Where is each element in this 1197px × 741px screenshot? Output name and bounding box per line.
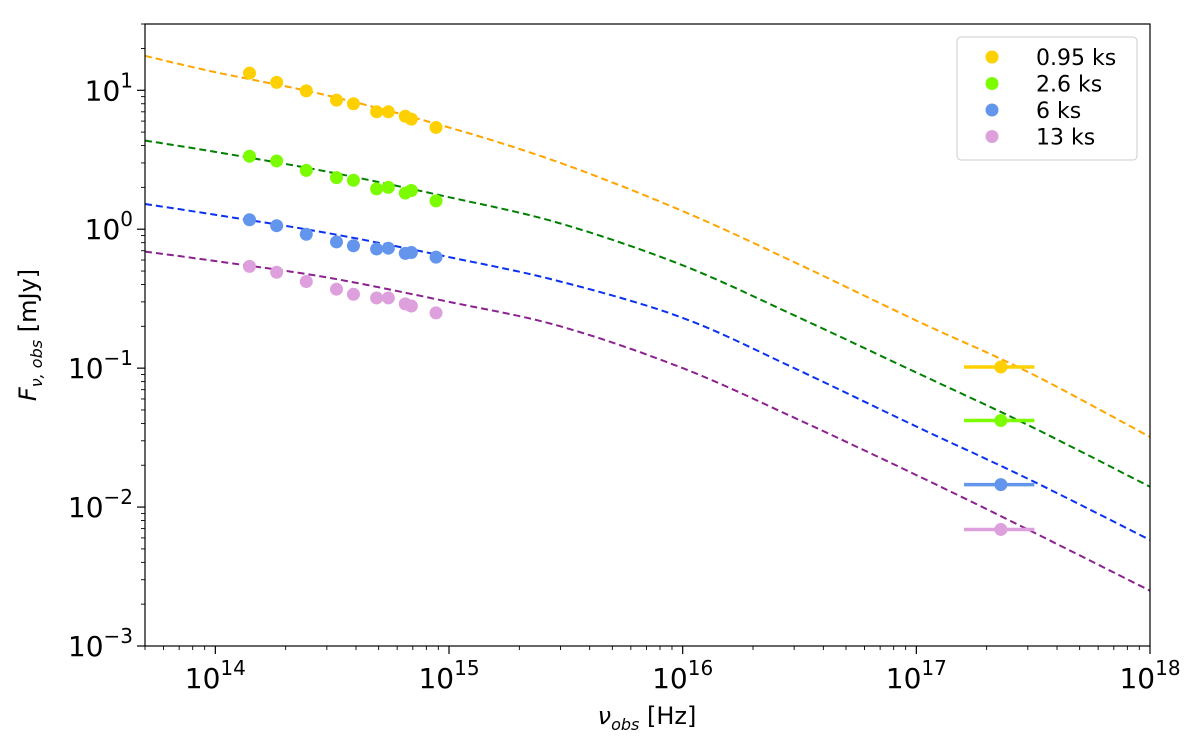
legend-label: 2.6 ks [1036, 73, 1102, 98]
optical-data-point [381, 241, 395, 255]
optical-data-point [404, 245, 418, 259]
optical-data-point [429, 250, 443, 264]
x-axis-label: νobs [Hz] [598, 702, 697, 734]
model-curves [144, 54, 1151, 592]
optical-data-point [329, 282, 343, 296]
optical-data-point [381, 291, 395, 305]
x-tick-label: 1018 [1119, 656, 1180, 695]
optical-data-point [270, 219, 284, 233]
legend-marker [985, 130, 999, 143]
xray-data-point [994, 360, 1008, 374]
x-axis-ticks: 1014 1015 1016 1017 1018 [144, 646, 1181, 695]
optical-data-point [299, 84, 313, 98]
y-tick-label: 101 [85, 68, 133, 107]
optical-data-point [370, 182, 384, 196]
optical-data-point [242, 213, 256, 227]
data-points [242, 66, 1035, 536]
optical-data-point [270, 265, 284, 279]
y-tick-label: 100 [85, 207, 133, 246]
model-curve-line [144, 139, 1151, 488]
model-curve-line [144, 203, 1151, 541]
optical-data-point [299, 227, 313, 241]
optical-data-point [429, 306, 443, 320]
x-tick-label: 1014 [185, 656, 246, 695]
x-tick-label: 1016 [652, 656, 713, 695]
legend-marker [985, 103, 999, 117]
axes-frame [144, 23, 1151, 647]
legend-label: 0.95 ks [1036, 46, 1116, 71]
legend-label: 13 ks [1036, 126, 1095, 151]
optical-data-point [242, 66, 256, 80]
legend-box [956, 36, 1138, 161]
optical-data-point [381, 105, 395, 119]
legend-marker [985, 77, 999, 90]
optical-data-point [370, 105, 384, 119]
optical-data-point [346, 239, 360, 253]
optical-data-point [270, 154, 284, 168]
optical-data-point [242, 149, 256, 163]
y-tick-label: 10−3 [68, 624, 133, 663]
xray-data-point [994, 478, 1008, 492]
x-tick-label: 1017 [886, 656, 947, 695]
legend-marker [985, 50, 999, 64]
optical-data-point [404, 183, 418, 197]
optical-data-point [370, 291, 384, 305]
optical-data-point [329, 235, 343, 249]
optical-data-point [429, 194, 443, 208]
optical-data-point [370, 242, 384, 256]
optical-data-point [404, 299, 418, 313]
y-tick-label: 10−2 [68, 485, 133, 524]
optical-data-point [329, 171, 343, 185]
optical-data-point [242, 259, 256, 273]
optical-data-point [270, 75, 284, 89]
model-curve-line [144, 250, 1151, 592]
x-tick-label: 1015 [418, 656, 479, 695]
xray-data-point [994, 413, 1008, 427]
optical-data-point [429, 120, 443, 134]
optical-data-point [381, 180, 395, 194]
legend-label: 6 ks [1036, 99, 1081, 124]
optical-data-point [404, 112, 418, 126]
y-axis-label: Fν, obs [mJy] [14, 269, 46, 401]
xray-data-point [994, 522, 1008, 536]
optical-data-point [346, 287, 360, 301]
optical-data-point [299, 163, 313, 177]
y-axis-ticks: 101 100 10−1 10−2 10−3 [68, 23, 145, 663]
optical-data-point [346, 97, 360, 111]
optical-data-point [329, 93, 343, 107]
y-tick-label: 10−1 [68, 346, 133, 385]
optical-data-point [299, 275, 313, 289]
model-curve-line [144, 54, 1151, 438]
optical-data-point [346, 173, 360, 187]
